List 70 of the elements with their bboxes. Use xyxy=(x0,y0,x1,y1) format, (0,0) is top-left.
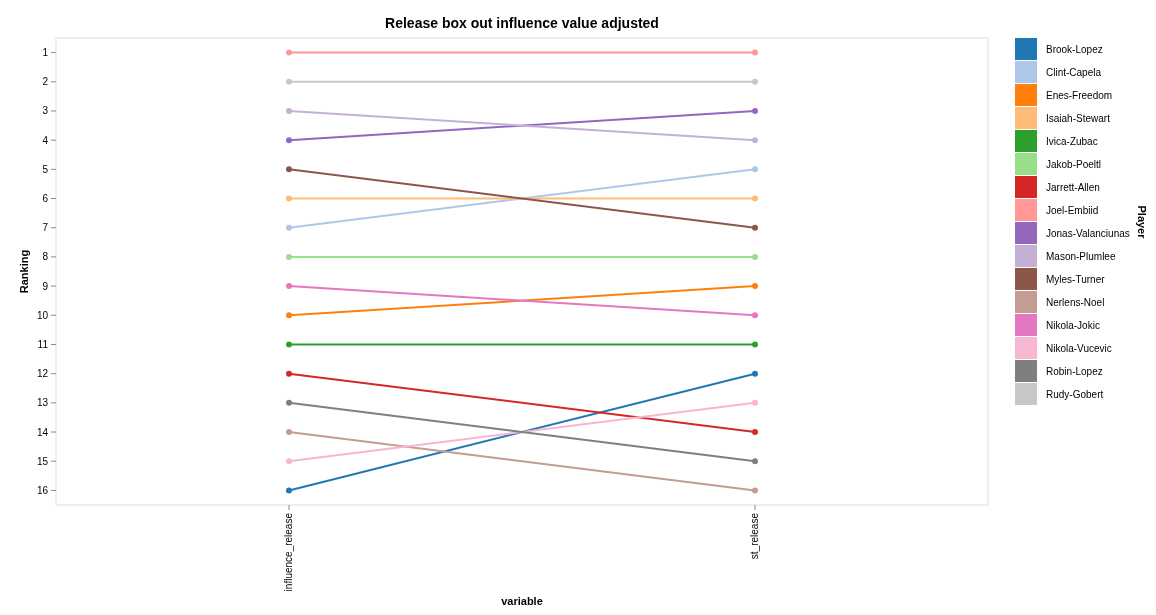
legend-label: Nikola-Jokic xyxy=(1046,319,1100,331)
legend-label: Ivica-Zubac xyxy=(1046,135,1098,147)
point xyxy=(752,312,758,319)
point xyxy=(286,312,292,319)
y-axis-title: Ranking xyxy=(18,249,30,294)
y-tick-label: 16 xyxy=(36,484,49,496)
point xyxy=(752,166,758,173)
y-tick-label: 6 xyxy=(42,193,49,205)
legend-label: Nerlens-Noel xyxy=(1046,296,1105,308)
point xyxy=(286,399,292,406)
legend-title: Player xyxy=(1136,205,1148,240)
y-tick-label: 7 xyxy=(42,222,49,234)
y-tick-label: 13 xyxy=(36,397,49,409)
x-axis-title: variable xyxy=(501,595,543,607)
point xyxy=(286,166,292,173)
point xyxy=(752,399,758,406)
point xyxy=(286,283,292,290)
point xyxy=(286,195,292,202)
point xyxy=(752,253,758,260)
legend-label: Nikola-Vucevic xyxy=(1046,342,1112,354)
point xyxy=(286,341,292,348)
y-tick-label: 1 xyxy=(42,47,49,59)
legend-label: Jarrett-Allen xyxy=(1046,181,1100,193)
y-tick-label: 15 xyxy=(36,455,49,467)
legend-label: Myles-Turner xyxy=(1046,273,1106,285)
point xyxy=(286,137,292,144)
y-tick-label: 2 xyxy=(42,76,49,88)
y-tick-label: 5 xyxy=(42,163,49,175)
point xyxy=(752,224,758,231)
y-tick-label: 10 xyxy=(36,309,49,321)
legend-label: Jakob-Poeltl xyxy=(1046,158,1102,170)
y-tick-label: 12 xyxy=(36,368,49,380)
x-tick-label: influence_release xyxy=(283,512,294,592)
legend-label: Jonas-Valanciunas xyxy=(1046,227,1130,239)
y-tick-label: 3 xyxy=(42,105,49,117)
y-tick-label: 14 xyxy=(36,426,49,438)
point xyxy=(752,137,758,144)
point xyxy=(286,49,292,56)
point xyxy=(752,78,758,85)
legend-label: Clint-Capela xyxy=(1046,66,1102,78)
legend-label: Joel-Embiid xyxy=(1046,204,1099,216)
point xyxy=(286,487,292,494)
point xyxy=(752,487,758,494)
legend-label: Isaiah-Stewart xyxy=(1046,112,1111,124)
legend-label: Brook-Lopez xyxy=(1046,43,1103,55)
point xyxy=(752,341,758,348)
point xyxy=(286,253,292,260)
point xyxy=(286,78,292,85)
legend-label: Robin-Lopez xyxy=(1046,365,1103,377)
point xyxy=(752,195,758,202)
y-tick-label: 8 xyxy=(42,251,49,263)
point xyxy=(752,107,758,114)
x-tick-label: st_release xyxy=(749,512,760,560)
y-tick-label: 9 xyxy=(42,280,49,292)
point xyxy=(286,429,292,436)
legend-label: Enes-Freedom xyxy=(1046,89,1113,101)
point xyxy=(286,370,292,377)
point xyxy=(752,429,758,436)
y-tick-label: 4 xyxy=(42,134,49,146)
point xyxy=(752,458,758,465)
legend-label: Rudy-Gobert xyxy=(1046,388,1104,400)
point xyxy=(286,224,292,231)
legend-label: Mason-Plumlee xyxy=(1046,250,1116,262)
point xyxy=(752,370,758,377)
point xyxy=(752,283,758,290)
chart-title: Release box out influence value adjusted xyxy=(385,15,659,31)
point xyxy=(286,458,292,465)
y-tick-label: 11 xyxy=(37,338,49,350)
point xyxy=(286,107,292,114)
point xyxy=(752,49,758,56)
